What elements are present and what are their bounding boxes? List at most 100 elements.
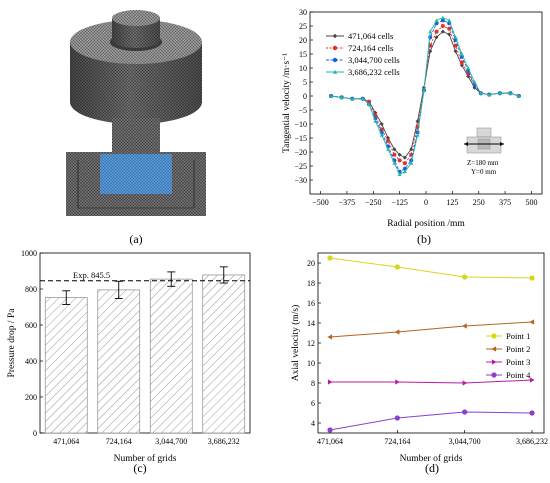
chart-b-ytick-label: 0 xyxy=(303,92,307,101)
chart-d-point xyxy=(529,377,535,383)
chart-b-ytick-label: −30 xyxy=(294,176,307,185)
chart-d-legend-label: Point 1 xyxy=(506,331,530,341)
chart-c-ytick-label: 400 xyxy=(25,357,37,366)
chart-b-annotation-line2: Y=0 mm xyxy=(471,168,497,176)
chart-d-point xyxy=(394,415,400,421)
chart-d-point xyxy=(462,323,467,329)
chart-b-xlabel: Radial position /mm xyxy=(387,219,465,229)
chart-d-point xyxy=(462,380,468,386)
chart-b-point xyxy=(367,99,372,104)
chart-d-point xyxy=(327,427,333,433)
chart-b-frame xyxy=(309,11,543,195)
chart-b-point xyxy=(402,161,407,166)
chart-d-xtick-label: 724,164 xyxy=(384,437,410,446)
chart-d: 4 6 8 10 12 14 16 18 20 471,064 724,164 3,044,700 3,… xyxy=(290,252,548,464)
chart-b-point xyxy=(434,29,439,34)
chart-b-legend-label: 471,064 cells xyxy=(348,31,393,41)
panel-a-label: (a) xyxy=(129,232,142,246)
chart-b-point xyxy=(386,136,391,140)
chart-b-point xyxy=(373,119,378,123)
chart-b-ytick-label: 15 xyxy=(299,50,307,59)
chart-b-ytick-label: −15 xyxy=(294,134,307,143)
chart-c-frame xyxy=(39,252,251,434)
chart-b-legend-marker xyxy=(332,57,338,63)
chart-b-ytick-label: 20 xyxy=(299,36,307,45)
chart-d-ytick-label: 20 xyxy=(307,259,315,268)
chart-c-bar xyxy=(202,274,246,434)
chart-b-ytick-label: −25 xyxy=(294,162,307,171)
chart-b-point xyxy=(466,66,471,70)
chart-b: −500 −375 −250 −125 0 125 250 375 500−30−25−20−1… xyxy=(282,8,543,229)
chart-c-ytick-label: 800 xyxy=(25,285,37,294)
chart-b-point xyxy=(453,49,458,54)
chart-b-point xyxy=(373,113,378,118)
chart-b-ytick-label: −5 xyxy=(298,106,307,115)
chart-d-legend-marker xyxy=(491,372,497,378)
chart-c-bar xyxy=(149,278,193,434)
chart-d-point xyxy=(529,275,535,281)
chart-b-point xyxy=(350,96,355,101)
chart-b-legend-marker xyxy=(332,69,338,74)
chart-b-legend-marker xyxy=(332,45,338,51)
chart-b-point xyxy=(402,155,407,160)
chart-d-legend-label: Point 3 xyxy=(506,357,530,367)
chart-d-xtick-label: 3,044,700 xyxy=(449,437,481,446)
chart-d-ytick-label: 4 xyxy=(311,419,315,428)
chart-b-point xyxy=(415,133,420,137)
chart-b-point xyxy=(373,110,378,115)
chart-d-point xyxy=(327,255,333,261)
chart-c-xlabel: Number of grids xyxy=(114,453,177,464)
chart-c-bar xyxy=(44,297,88,434)
chart-b-point xyxy=(367,102,372,106)
chart-c-ytick-label: 600 xyxy=(25,321,37,330)
mesh-illustration xyxy=(66,10,206,216)
chart-c-bar xyxy=(97,289,141,434)
chart-b-legend-label: 3,044,700 cells xyxy=(348,55,400,65)
chart-b-series-line xyxy=(331,25,519,164)
chart-d-legend-marker xyxy=(491,346,497,352)
chart-b-point xyxy=(421,88,426,92)
chart-b-point xyxy=(360,96,365,101)
chart-d-xtick-label: 471,064 xyxy=(317,437,343,446)
chart-b-point xyxy=(459,63,464,68)
chart-b-ytick-label: 5 xyxy=(303,78,307,87)
chart-b-ytick-label: −20 xyxy=(294,148,307,157)
chart-d-point xyxy=(327,334,333,340)
chart-b-point xyxy=(516,94,521,98)
chart-d-series-line xyxy=(329,257,533,279)
chart-d-point xyxy=(394,264,400,270)
chart-d-legend-label: Point 4 xyxy=(506,370,531,380)
chart-c: 0 200 400 600 800 1000 471,064 724,164 3,044,700… xyxy=(7,249,251,464)
chart-d-series-line xyxy=(329,321,533,338)
chart-d-legend-marker xyxy=(491,333,497,339)
chart-b-point xyxy=(453,43,458,48)
panel-b-label: (b) xyxy=(417,232,431,246)
chart-b-point xyxy=(402,169,407,174)
chart-b-point xyxy=(472,80,477,84)
chart-b-point xyxy=(409,161,414,165)
chart-d-point xyxy=(462,409,468,415)
chart-c-xtick-label: 471,064 xyxy=(53,437,79,446)
chart-d-ytick-label: 12 xyxy=(307,339,315,348)
chart-b-ytick-label: 25 xyxy=(299,22,307,31)
chart-b-ytick-label: −10 xyxy=(294,120,307,129)
chart-b-point xyxy=(478,91,483,95)
chart-b-point xyxy=(497,91,502,95)
chart-d-point xyxy=(529,410,535,416)
chart-b-legend-label: 3,686,232 cells xyxy=(348,67,400,77)
chart-b-point xyxy=(434,18,439,22)
chart-c-reference-label: Exp. 845.5 xyxy=(73,270,110,280)
chart-b-xtick-label: −375 xyxy=(339,198,356,207)
chart-b-xtick-label: 375 xyxy=(499,198,511,207)
chart-d-point xyxy=(394,329,400,335)
chart-b-xtick-label: −500 xyxy=(312,198,329,207)
chart-b-point xyxy=(392,147,397,152)
chart-d-legend-marker xyxy=(491,359,497,365)
chart-b-point xyxy=(392,161,397,165)
chart-b-xtick-label: −125 xyxy=(391,198,408,207)
chart-b-point xyxy=(397,172,402,176)
chart-c-ylabel: Pressure drop / Pa xyxy=(7,308,17,378)
chart-b-point xyxy=(329,94,334,98)
chart-b-point xyxy=(440,15,445,20)
